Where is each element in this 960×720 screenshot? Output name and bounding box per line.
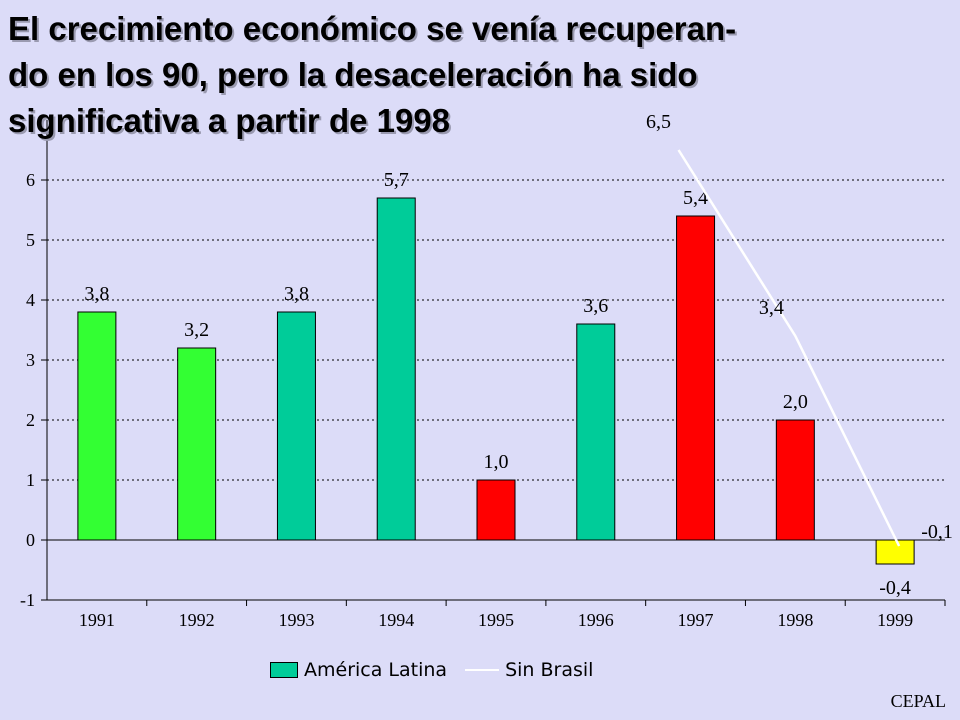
- bar: [177, 347, 217, 541]
- bar: [476, 479, 516, 541]
- x-tick-label: 1997: [678, 610, 714, 630]
- bar: [875, 539, 915, 565]
- x-tick-label: 1998: [777, 610, 813, 630]
- legend-label-sin-brasil: Sin Brasil: [505, 659, 594, 681]
- bar: [376, 197, 416, 541]
- bar-value-label: 5,7: [384, 169, 409, 191]
- title-line-2: do en los 90, pero la desaceleración ha …: [8, 56, 698, 93]
- line-value-label: -0,1: [921, 521, 953, 543]
- bar-value-label: 3,6: [583, 295, 608, 317]
- bar-value-label: 3,8: [284, 283, 309, 305]
- legend-swatch-america-latina: [270, 662, 298, 678]
- x-tick-label: 1994: [378, 610, 414, 630]
- bar: [77, 311, 117, 541]
- bar-value-label: 3,2: [184, 319, 209, 341]
- bar: [676, 215, 716, 541]
- bar-value-label: -0,4: [879, 577, 911, 599]
- legend-label-america-latina: América Latina: [304, 659, 448, 681]
- y-tick-label: -1: [20, 590, 35, 610]
- bar-value-label: 3,8: [84, 283, 109, 305]
- y-tick-label: 4: [26, 290, 35, 310]
- x-tick-label: 1996: [578, 610, 614, 630]
- line-series-sin-brasil: [677, 149, 901, 547]
- y-tick-label: 1: [26, 470, 35, 490]
- bar: [276, 311, 316, 541]
- title-line-3: significativa a partir de 1998: [8, 102, 451, 139]
- x-tick-label: 1993: [278, 610, 314, 630]
- legend: América Latina Sin Brasil: [270, 656, 593, 684]
- bar-value-label: 5,4: [683, 187, 708, 209]
- y-tick-label: 6: [26, 170, 35, 190]
- bar-value-label: 1,0: [484, 451, 509, 473]
- source-label: CEPAL: [890, 691, 946, 711]
- y-tick-label: 3: [26, 350, 35, 370]
- title-line-1: El crecimiento económico se venía recupe…: [8, 10, 737, 47]
- line-value-label: 3,4: [759, 297, 784, 319]
- chart-title: El crecimiento económico se venía recupe…: [8, 6, 953, 144]
- x-tick-label: 1995: [478, 610, 514, 630]
- y-tick-label: 5: [26, 230, 35, 250]
- x-tick-label: 1991: [79, 610, 115, 630]
- x-tick-label: 1992: [179, 610, 215, 630]
- bar-value-label: 2,0: [783, 391, 808, 413]
- bar: [576, 323, 616, 541]
- y-tick-label: 0: [26, 530, 35, 550]
- x-tick-label: 1999: [877, 610, 913, 630]
- legend-line-sin-brasil: [465, 669, 500, 671]
- line-value-label: 6,5: [646, 111, 671, 133]
- y-tick-label: 2: [26, 410, 35, 430]
- bar: [775, 419, 815, 541]
